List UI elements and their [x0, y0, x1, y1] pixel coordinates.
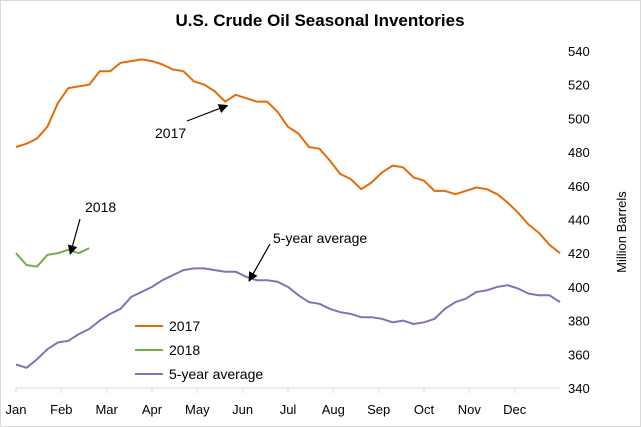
x-tick-label-jan: Jan [6, 402, 27, 417]
x-tick-label-jul: Jul [280, 402, 297, 417]
y-tick-label: 520 [568, 78, 590, 93]
legend-label: 5-year average [169, 366, 263, 382]
x-tick-label-dec: Dec [503, 402, 527, 417]
y-tick-label: 500 [568, 111, 590, 126]
series-line-5-year-average [15, 267, 561, 369]
x-tick-label-mar: Mar [95, 402, 118, 417]
annotation-arrow [248, 243, 271, 282]
y-tick-label: 480 [568, 145, 590, 160]
annotation-label: 2017 [155, 125, 186, 141]
x-tick-label-aug: Aug [322, 402, 345, 417]
x-tick-label-jun: Jun [232, 402, 253, 417]
annotation-label: 5-year average [273, 230, 367, 246]
y-tick-label: 420 [568, 246, 590, 261]
annotation-label: 2018 [85, 199, 116, 215]
y-tick-label: 440 [568, 213, 590, 228]
x-tick-label-nov: Nov [458, 402, 482, 417]
series-line-2017 [15, 58, 561, 254]
annotations: 2017 2018 5-year average [67, 104, 367, 282]
y-tick-label: 540 [568, 44, 590, 59]
axes: 340 360 380 400 420 440 460 480 500 520 540 Jan Feb M… [6, 44, 629, 417]
x-tick-label-apr: Apr [142, 402, 163, 417]
legend-label: 2018 [169, 342, 200, 358]
y-tick-label: 460 [568, 179, 590, 194]
x-tick-label-sep: Sep [367, 402, 390, 417]
x-tick-label-oct: Oct [414, 402, 435, 417]
annotation-arrow [67, 218, 81, 255]
y-tick-label: 400 [568, 280, 590, 295]
chart-title: U.S. Crude Oil Seasonal Inventories [175, 11, 464, 30]
x-tick-label-may: May [185, 402, 210, 417]
legend-label: 2017 [169, 318, 200, 334]
y-axis-title: Million Barrels [614, 191, 629, 273]
x-tick-label-feb: Feb [50, 402, 72, 417]
annotation-arrow [186, 104, 229, 122]
legend: 2017 2018 5-year average [135, 318, 263, 382]
y-tick-label: 380 [568, 314, 590, 329]
y-tick-label: 340 [568, 381, 590, 396]
y-tick-label: 360 [568, 347, 590, 362]
